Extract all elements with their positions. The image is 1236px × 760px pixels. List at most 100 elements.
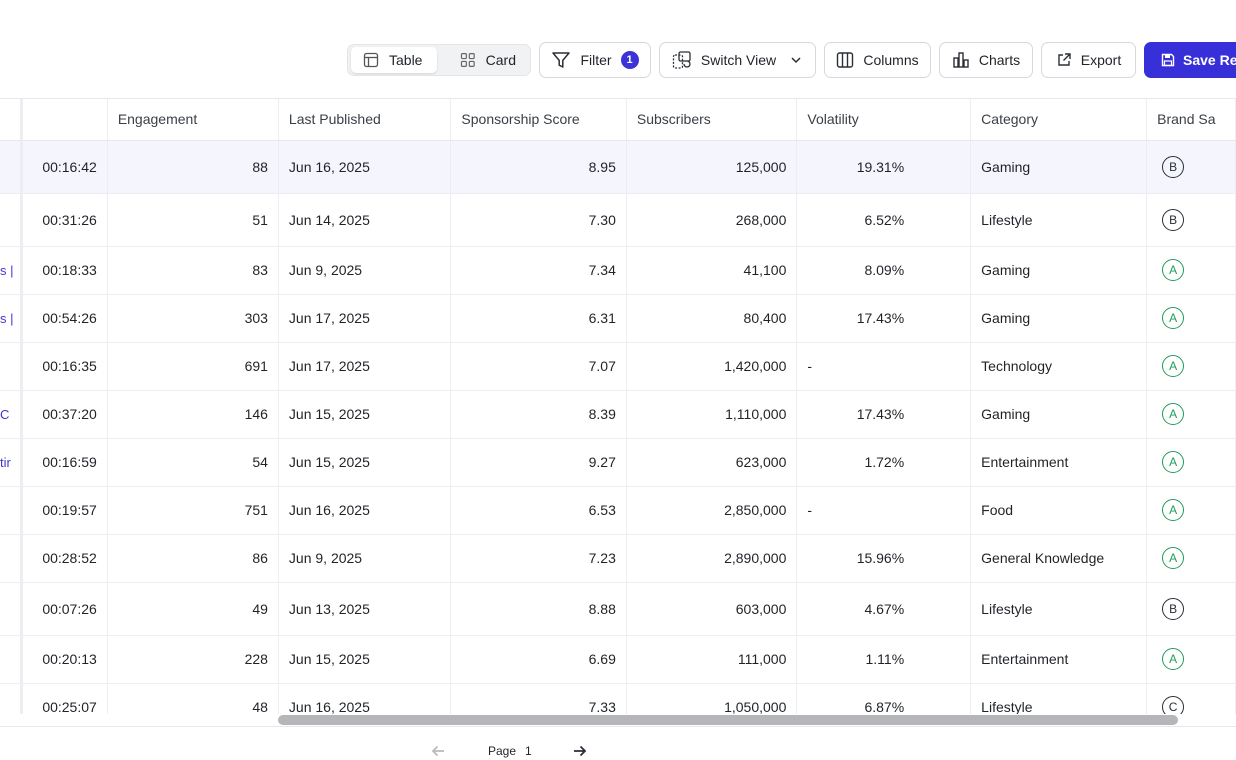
cell-sponsorship-score: 7.30 [450, 193, 627, 247]
table-body: 00:16:42 88 Jun 16, 2025 8.95 125,000 19.31% G… [0, 140, 1236, 714]
cell-category: Entertainment [970, 438, 1148, 487]
cell-volatility: 19.31% [796, 140, 972, 194]
columns-icon [837, 52, 854, 68]
cell-category: Entertainment [970, 635, 1148, 684]
table-row[interactable]: 00:31:26 51 Jun 14, 2025 7.30 268,000 6.52% Li… [0, 193, 1236, 247]
view-mode-toggle: Table Card [347, 44, 531, 76]
cell-volatility: 4.67% [796, 582, 972, 636]
cell-volatility: 17.43% [796, 390, 972, 439]
cell-name-cut[interactable] [0, 534, 23, 583]
cell-duration: 00:19:57 [21, 486, 108, 535]
brand-safety-grade-badge: B [1162, 208, 1185, 231]
horizontal-scrollbar[interactable] [0, 714, 1236, 726]
header-volatility[interactable]: Volatility [796, 99, 972, 141]
cell-name-cut[interactable]: s | [0, 294, 23, 343]
cell-engagement: 54 [107, 438, 279, 487]
cell-category: General Knowledge [970, 534, 1148, 583]
cell-last-published: Jun 16, 2025 [278, 683, 452, 714]
cell-duration: 00:37:20 [21, 390, 108, 439]
cell-category: Technology [970, 342, 1148, 391]
save-report-button[interactable]: Save Rep [1144, 42, 1236, 78]
table-row[interactable]: 00:28:52 86 Jun 9, 2025 7.23 2,890,000 15.96%… [0, 534, 1236, 583]
charts-button[interactable]: Charts [939, 42, 1033, 78]
data-table: Engagement Last Published Sponsorship Sc… [0, 99, 1236, 714]
cell-brand-safety: C [1146, 683, 1236, 714]
cell-name-cut[interactable] [0, 342, 23, 391]
cell-name-cut[interactable]: s | [0, 246, 23, 295]
cell-volatility: 6.52% [796, 193, 972, 247]
cell-sponsorship-score: 6.69 [450, 635, 627, 684]
cell-name-cut[interactable]: C [0, 390, 23, 439]
charts-label: Charts [978, 52, 1021, 68]
cell-volatility: 6.87% [796, 683, 972, 714]
header-brand-safety[interactable]: Brand Sa [1146, 99, 1236, 141]
next-page-button[interactable] [572, 743, 588, 759]
cell-last-published: Jun 15, 2025 [278, 635, 452, 684]
cell-subscribers: 111,000 [626, 635, 798, 684]
cell-name-cut[interactable]: tir [0, 438, 23, 487]
cell-sponsorship-score: 7.07 [450, 342, 627, 391]
table-row[interactable]: tir 00:16:59 54 Jun 15, 2025 9.27 623,000 1.72… [0, 438, 1236, 487]
cell-name-cut[interactable] [0, 486, 23, 535]
table-row[interactable]: 00:16:35 691 Jun 17, 2025 7.07 1,420,000- Tec… [0, 342, 1236, 391]
table-row[interactable]: 00:19:57 751 Jun 16, 2025 6.53 2,850,000- Foo… [0, 486, 1236, 535]
cell-brand-safety: A [1146, 438, 1236, 487]
table-row[interactable]: C 00:37:20 146 Jun 15, 2025 8.39 1,110,000 17.… [0, 390, 1236, 439]
header-subscribers[interactable]: Subscribers [626, 99, 798, 141]
filter-button[interactable]: Filter 1 [539, 42, 651, 78]
cell-sponsorship-score: 7.34 [450, 246, 627, 295]
cell-sponsorship-score: 7.23 [450, 534, 627, 583]
header-last-published[interactable]: Last Published [278, 99, 452, 141]
table-row[interactable]: 00:16:42 88 Jun 16, 2025 8.95 125,000 19.31% G… [0, 140, 1236, 194]
columns-label: Columns [863, 52, 919, 68]
cell-engagement: 48 [107, 683, 279, 714]
cell-category: Food [970, 486, 1148, 535]
cell-volatility: 17.43% [796, 294, 972, 343]
cell-duration: 00:54:26 [21, 294, 108, 343]
cell-volatility: - [796, 486, 972, 535]
brand-safety-grade-badge: A [1162, 259, 1185, 281]
cell-name-cut[interactable] [0, 140, 23, 194]
card-view-button[interactable]: Card [448, 47, 528, 73]
cell-subscribers: 1,420,000 [626, 342, 798, 391]
header-name-cut[interactable] [0, 99, 23, 141]
export-label: Export [1080, 52, 1122, 68]
arrow-right-icon [573, 745, 586, 757]
header-category[interactable]: Category [970, 99, 1148, 141]
table-row[interactable]: s | 00:54:26 303 Jun 17, 2025 6.31 80,400 17.4… [0, 294, 1236, 343]
table-row[interactable]: s | 00:18:33 83 Jun 9, 2025 7.34 41,100 8.09% G… [0, 246, 1236, 295]
cell-subscribers: 603,000 [626, 582, 798, 636]
table-row[interactable]: 00:07:26 49 Jun 13, 2025 8.88 603,000 4.67% Li… [0, 582, 1236, 636]
export-button[interactable]: Export [1041, 42, 1136, 78]
cell-brand-safety: A [1146, 534, 1236, 583]
header-duration[interactable] [21, 99, 108, 141]
table-row[interactable]: 00:20:13 228 Jun 15, 2025 6.69 111,000 1.11% E… [0, 635, 1236, 684]
previous-page-button[interactable] [430, 743, 446, 759]
scrollbar-thumb[interactable] [278, 715, 1178, 725]
cell-last-published: Jun 15, 2025 [278, 390, 452, 439]
switch-view-button[interactable]: Switch View [659, 42, 816, 78]
cell-engagement: 88 [107, 140, 279, 194]
cell-category: Lifestyle [970, 193, 1148, 247]
cell-name-cut[interactable] [0, 582, 23, 636]
cell-duration: 00:28:52 [21, 534, 108, 583]
cell-last-published: Jun 15, 2025 [278, 438, 452, 487]
cell-duration: 00:25:07 [21, 683, 108, 714]
header-sponsorship-score[interactable]: Sponsorship Score [450, 99, 627, 141]
cell-sponsorship-score: 9.27 [450, 438, 627, 487]
table-row[interactable]: 00:25:07 48 Jun 16, 2025 7.33 1,050,000 6.87%… [0, 683, 1236, 714]
cell-last-published: Jun 16, 2025 [278, 486, 452, 535]
header-engagement[interactable]: Engagement [107, 99, 279, 141]
cell-category: Gaming [970, 140, 1148, 194]
cell-duration: 00:16:59 [21, 438, 108, 487]
cell-name-cut[interactable] [0, 683, 23, 714]
cell-name-cut[interactable] [0, 635, 23, 684]
cell-engagement: 86 [107, 534, 279, 583]
columns-button[interactable]: Columns [824, 42, 931, 78]
table-view-button[interactable]: Table [351, 47, 437, 73]
data-table-container: Engagement Last Published Sponsorship Sc… [0, 98, 1236, 714]
page-label: Page [488, 744, 517, 758]
chevron-down-icon [791, 57, 801, 64]
cell-last-published: Jun 17, 2025 [278, 294, 452, 343]
cell-name-cut[interactable] [0, 193, 23, 247]
